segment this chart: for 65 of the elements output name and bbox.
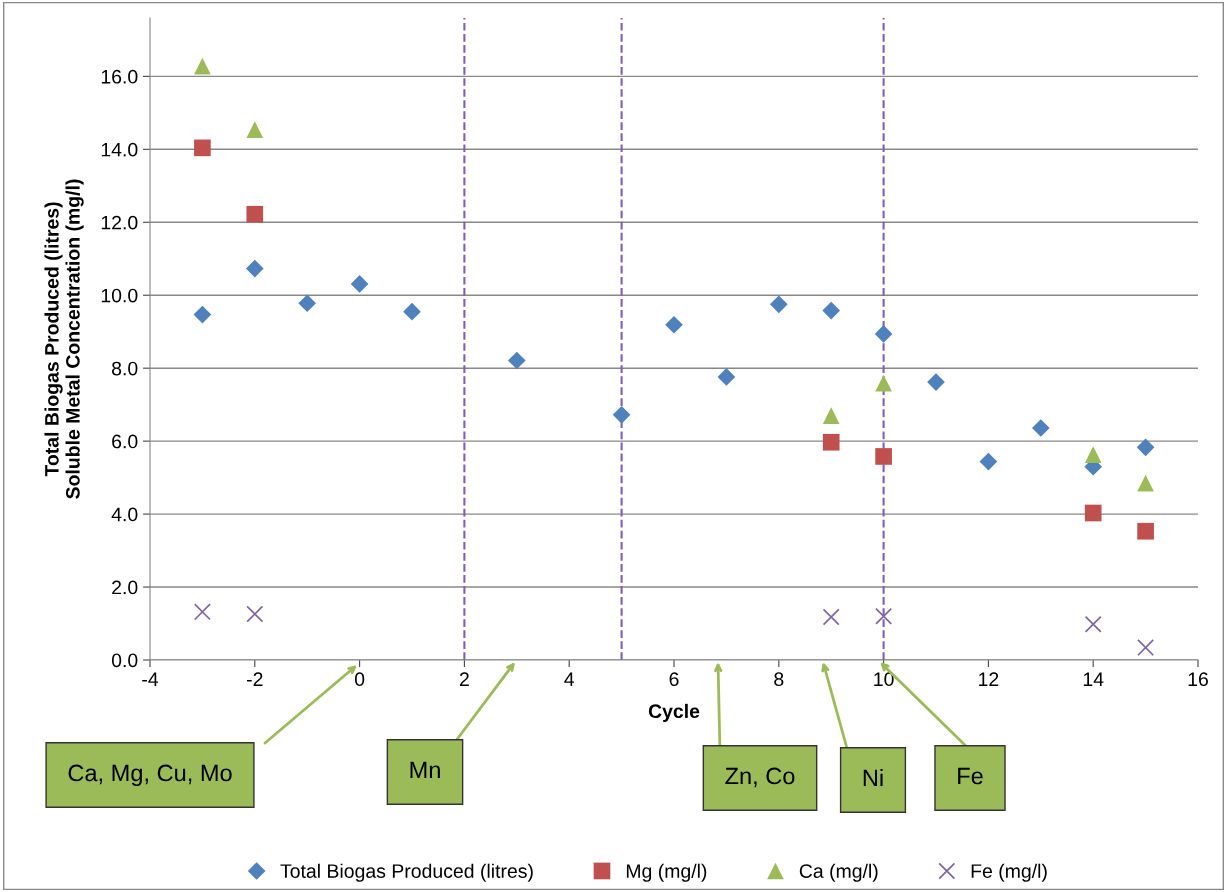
- point: [875, 448, 892, 465]
- y-tick-label: 4.0: [111, 507, 138, 522]
- y-tick-label: 8.0: [112, 361, 138, 376]
- y-tick-label: 0.0: [111, 653, 138, 668]
- x-tick-label: 2: [459, 672, 469, 686]
- y-tick-label: 6.0: [112, 434, 138, 449]
- point: [193, 305, 212, 324]
- point: [194, 57, 211, 75]
- point: [193, 603, 211, 621]
- point: [246, 605, 264, 623]
- point: [979, 452, 998, 471]
- point: [1136, 438, 1155, 457]
- text: Ca, Mg, Cu, Mo: [68, 764, 232, 787]
- text: Fe: [958, 767, 983, 785]
- point: [298, 294, 317, 313]
- point: [612, 406, 631, 424]
- y-tick-label: 10.0: [101, 288, 138, 303]
- point: [822, 608, 840, 626]
- y-tick-label: 2.0: [112, 580, 138, 595]
- point: [1137, 474, 1154, 492]
- x-tick-label: 10: [874, 672, 894, 687]
- x-tick-label: 4: [564, 672, 575, 686]
- y-tick-label: 14.0: [101, 142, 138, 157]
- point: [927, 373, 945, 391]
- point: [403, 302, 421, 321]
- point: [246, 121, 264, 138]
- point: [875, 607, 893, 625]
- x-tick-label: -4: [142, 672, 159, 686]
- point: [1031, 419, 1050, 437]
- point: [1137, 522, 1154, 540]
- point: [507, 351, 526, 370]
- y-axis-title: Total Biogas Produced (litres) Soluble Metal Concentration (mg/l): [44, 179, 84, 499]
- point: [245, 259, 264, 278]
- legend-label: Mg (mg/l): [626, 863, 707, 882]
- x-tick-label: 8: [774, 672, 784, 687]
- point: [1084, 446, 1102, 463]
- x-tick-label: 0: [354, 672, 365, 687]
- text: Zn, Co: [725, 767, 795, 788]
- x-tick-label: 6: [669, 672, 679, 687]
- legend-label: Total Biogas Produced (litres): [280, 863, 533, 882]
- point: [350, 275, 369, 293]
- x-tick-label: 16: [1188, 672, 1208, 687]
- x-tick-label: 14: [1083, 672, 1104, 686]
- legend-label: Ca (mg/l): [799, 863, 878, 882]
- point: [246, 205, 264, 223]
- x-axis-title: Cycle: [648, 703, 700, 722]
- point: [1084, 504, 1102, 522]
- point: [874, 325, 893, 343]
- point: [875, 374, 892, 392]
- x-tick-label: -2: [247, 672, 263, 686]
- point: [717, 368, 736, 386]
- text: Ni: [863, 768, 883, 787]
- y-tick-label: 16.0: [101, 69, 138, 84]
- point: [1137, 639, 1155, 657]
- x-tick-label: 12: [979, 672, 999, 686]
- point: [194, 139, 211, 157]
- point: [822, 301, 841, 320]
- point: [1084, 615, 1102, 633]
- point: [822, 433, 840, 451]
- text: Mn: [410, 761, 440, 779]
- point: [769, 295, 788, 314]
- point: [665, 315, 683, 334]
- legend-label: Fe (mg/l): [971, 863, 1047, 882]
- point: [822, 407, 840, 424]
- y-tick-label: 12.0: [101, 215, 138, 230]
